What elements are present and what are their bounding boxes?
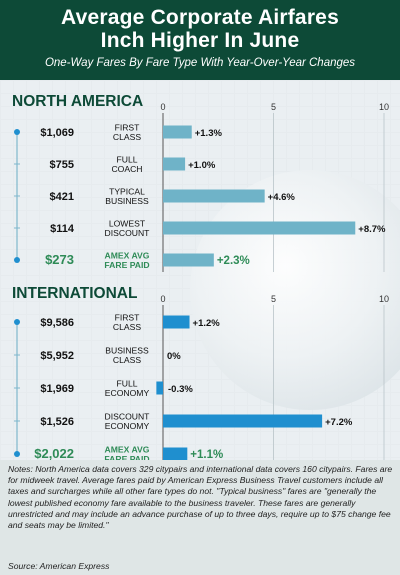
x-tick-label: 0 [160, 294, 165, 304]
category-label: FIRST CLASS [113, 312, 141, 332]
notes-panel: Notes: North America data covers 329 cit… [0, 460, 400, 575]
category-label: FIRST CLASS [113, 122, 141, 142]
fare-value: $5,952 [40, 350, 74, 362]
bar [163, 315, 190, 329]
charts-svg: NORTH AMERICA 0 5 10 $1,069 FIRST CLASS +1.3% $7… [12, 93, 389, 460]
notes-text: Notes: North America data covers 329 cit… [8, 464, 393, 531]
fare-value: $9,586 [40, 317, 74, 329]
data-label: +1.0% [188, 160, 216, 171]
fare-value: $1,526 [40, 416, 74, 428]
fare-value: $1,969 [40, 383, 74, 395]
timeline-dot [14, 257, 20, 263]
bar [156, 381, 163, 395]
fare-value: $1,069 [40, 127, 74, 139]
header-banner: Average Corporate Airfares Inch Higher I… [0, 0, 400, 80]
chart-area: NORTH AMERICA 0 5 10 $1,069 FIRST CLASS +1.3% $7… [0, 80, 400, 460]
category-label: DISCOUNT ECONOMY [105, 411, 151, 431]
data-label: -0.3% [168, 384, 193, 395]
data-label: +1.3% [195, 128, 223, 139]
panel-title: NORTH AMERICA [12, 93, 143, 110]
bar [163, 125, 192, 139]
panel-title: INTERNATIONAL [12, 285, 137, 302]
data-label: +1.2% [193, 318, 221, 329]
chart-title: Average Corporate Airfares Inch Higher I… [61, 6, 339, 52]
category-label: BUSINESS CLASS [105, 345, 149, 365]
data-label: +1.1% [190, 449, 223, 460]
category-label: LOWEST DISCOUNT [105, 218, 151, 238]
timeline-dot [14, 451, 20, 457]
x-tick-label: 5 [271, 294, 276, 304]
category-label: TYPICAL BUSINESS [105, 186, 149, 206]
bar [163, 414, 323, 428]
data-label: +7.2% [325, 417, 353, 428]
bar [163, 221, 356, 235]
data-label: +4.6% [268, 192, 296, 203]
x-tick-label: 5 [271, 102, 276, 112]
fare-value: $2,022 [34, 446, 74, 460]
fare-value: $421 [50, 191, 74, 203]
bar [163, 447, 188, 460]
category-label: FULL ECONOMY [105, 378, 150, 398]
x-tick-label: 0 [160, 102, 165, 112]
timeline-dot [14, 129, 20, 135]
category-label: AMEX AVG FARE PAID [104, 250, 149, 270]
fare-value: $273 [45, 252, 74, 267]
fare-value: $755 [50, 159, 74, 171]
category-label: AMEX AVG FARE PAID [104, 444, 149, 460]
data-label: +2.3% [217, 255, 250, 267]
data-label: 0% [167, 351, 181, 362]
data-label: +8.7% [358, 224, 386, 235]
bar [163, 189, 265, 203]
source-text: Source: American Express [8, 561, 110, 571]
bar [163, 253, 214, 267]
fare-value: $114 [50, 223, 75, 235]
globe-illustration [190, 170, 400, 410]
x-tick-label: 10 [379, 294, 389, 304]
timeline-dot [14, 319, 20, 325]
x-tick-label: 10 [379, 102, 389, 112]
chart-subtitle: One-Way Fares By Fare Type With Year-Ove… [44, 57, 356, 69]
bar [163, 157, 186, 171]
category-label: FULL COACH [111, 154, 142, 174]
